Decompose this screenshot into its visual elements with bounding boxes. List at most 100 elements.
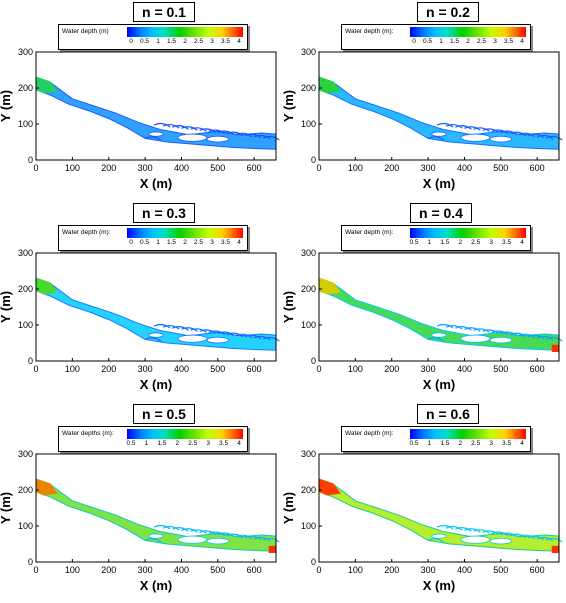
wet-strand bbox=[172, 326, 189, 331]
wet-strand bbox=[144, 538, 162, 543]
x-tick-label: 500 bbox=[210, 565, 225, 575]
wet-strand bbox=[536, 134, 554, 140]
wet-strand bbox=[527, 334, 545, 340]
colorbar-tick-label: 0.5 bbox=[409, 440, 419, 447]
wet-strand bbox=[199, 530, 216, 535]
plot-frame bbox=[35, 51, 277, 161]
wet-strand bbox=[518, 534, 536, 540]
wet-strand bbox=[244, 133, 262, 139]
x-tick-label: 300 bbox=[421, 364, 436, 374]
dry-island bbox=[177, 535, 208, 544]
y-axis-label: Y (m) bbox=[0, 492, 13, 524]
colorbar-tick-label: 1.5 bbox=[166, 239, 177, 246]
flooded-area bbox=[318, 478, 563, 553]
colorbar bbox=[410, 27, 526, 37]
y-tick-label: 300 bbox=[18, 47, 33, 57]
colorbar bbox=[127, 228, 243, 238]
flooded-area bbox=[318, 76, 563, 150]
wet-strand bbox=[518, 333, 536, 339]
wet-strand bbox=[436, 524, 454, 530]
x-tick-label: 500 bbox=[493, 163, 508, 173]
river-channel bbox=[318, 76, 560, 150]
wet-strand bbox=[144, 337, 162, 342]
y-tick-label: 100 bbox=[18, 119, 33, 129]
y-tick-label: 0 bbox=[311, 155, 316, 165]
colorbar-legend: Water depth (m): 0.5 1 1.5 2 2.5 3 3.5 4 bbox=[341, 426, 531, 452]
colorbar-tick-label: 1 bbox=[156, 38, 160, 45]
dry-island bbox=[148, 533, 164, 539]
x-tick-label: 100 bbox=[348, 364, 363, 374]
colorbar-legend: Water depth (m): 0 0.5 1 1.5 2 2.5 3 3.5 4 bbox=[58, 225, 248, 251]
x-tick-label: 300 bbox=[421, 565, 436, 575]
y-tick-label: 100 bbox=[301, 521, 316, 531]
x-tick-label: 600 bbox=[530, 364, 545, 374]
wet-strand bbox=[509, 332, 527, 338]
wet-strand bbox=[527, 535, 545, 541]
x-tick-label: 500 bbox=[493, 364, 508, 374]
panel-5: n = 0.5 Water depths (m): 0.5 1 1.5 2 2.5 3 3.5 4… bbox=[0, 402, 283, 603]
wet-strand bbox=[473, 127, 490, 132]
wet-strand bbox=[446, 324, 463, 330]
colorbar-tick-label: 1 bbox=[427, 239, 432, 246]
flooded-area bbox=[35, 76, 280, 150]
x-tick-label: 100 bbox=[65, 364, 80, 374]
plot-frame bbox=[318, 252, 560, 362]
wet-strand bbox=[500, 331, 518, 337]
colorbar bbox=[410, 429, 526, 439]
river-channel bbox=[35, 76, 277, 150]
colorbar-ticks: 0.5 1 1.5 2 2.5 3 3.5 4 bbox=[409, 239, 526, 248]
x-tick-label: 300 bbox=[138, 565, 153, 575]
wet-strand bbox=[491, 330, 509, 336]
wet-strand bbox=[436, 122, 454, 128]
colorbar-tick-label: 1 bbox=[427, 440, 432, 447]
river-channel bbox=[318, 277, 560, 351]
wet-strand bbox=[172, 527, 189, 532]
dry-island bbox=[460, 133, 491, 142]
x-tick-label: 400 bbox=[174, 364, 189, 374]
colorbar-ticks: 0 0.5 1 1.5 2 2.5 3 3.5 4 bbox=[127, 38, 243, 47]
wet-strand bbox=[190, 328, 207, 333]
legend-label: Water depth (m): bbox=[345, 430, 394, 437]
x-tick-label: 200 bbox=[384, 163, 399, 173]
colorbar-legend: Water depths (m): 0.5 1 1.5 2 2.5 3 3.5 4 bbox=[58, 426, 248, 452]
wet-strand bbox=[482, 530, 499, 535]
x-tick-label: 0 bbox=[33, 565, 38, 575]
panel-title: n = 0.5 bbox=[133, 404, 195, 424]
colorbar-legend: Water depth (m): 0 0.5 1 1.5 2 2.5 3 3.5 4 bbox=[341, 24, 531, 50]
colorbar-tick-label: 3.5 bbox=[502, 440, 512, 447]
x-tick-label: 300 bbox=[138, 364, 153, 374]
y-tick-label: 300 bbox=[301, 449, 316, 459]
flooded-area bbox=[318, 277, 563, 352]
legend-label: Water depths (m): bbox=[62, 430, 114, 437]
y-tick-label: 300 bbox=[301, 248, 316, 258]
colorbar-tick-label: 0.5 bbox=[139, 38, 150, 45]
colorbar-tick-label: 2.5 bbox=[471, 239, 481, 246]
depth-map-plot: 0 100 200 300 400 500 600 0 100 200 300 X (m) Y (m) bbox=[281, 248, 563, 392]
wet-strand bbox=[427, 538, 445, 543]
panel-4: n = 0.4 Water depth (m): 0.5 1 1.5 2 2.5 3 3.5 4 0… bbox=[281, 201, 566, 402]
colorbar-tick-label: 3.5 bbox=[220, 239, 231, 246]
dry-island bbox=[489, 336, 513, 344]
panel-6: n = 0.6 Water depth (m): 0.5 1 1.5 2 2.5 3 3.5 4 0… bbox=[281, 402, 566, 603]
colorbar-tick-label: 0.5 bbox=[422, 38, 433, 45]
x-tick-label: 0 bbox=[33, 163, 38, 173]
flooded-area bbox=[35, 478, 280, 553]
y-tick-label: 200 bbox=[18, 284, 33, 294]
wet-strand bbox=[217, 331, 235, 337]
plot-frame bbox=[35, 252, 277, 362]
colorbar-tick-label: 4 bbox=[520, 38, 524, 45]
outlet-deep-zone bbox=[551, 545, 559, 553]
x-tick-label: 200 bbox=[384, 565, 399, 575]
legend-label: Water depth (m) bbox=[62, 28, 109, 35]
plot-frame bbox=[318, 51, 560, 161]
colorbar-tick-label: 2 bbox=[466, 38, 470, 45]
wet-strand bbox=[527, 133, 545, 139]
wet-strand bbox=[427, 337, 445, 342]
wet-strand bbox=[163, 324, 180, 330]
x-tick-label: 500 bbox=[210, 163, 225, 173]
dry-island bbox=[489, 537, 513, 545]
colorbar-tick-label: 2.5 bbox=[193, 239, 204, 246]
depth-map-plot: 0 100 200 300 400 500 600 0 100 200 300 X (m) Y (m) bbox=[281, 449, 563, 593]
colorbar-tick-label: 3.5 bbox=[220, 38, 231, 45]
wet-strand bbox=[226, 533, 244, 539]
